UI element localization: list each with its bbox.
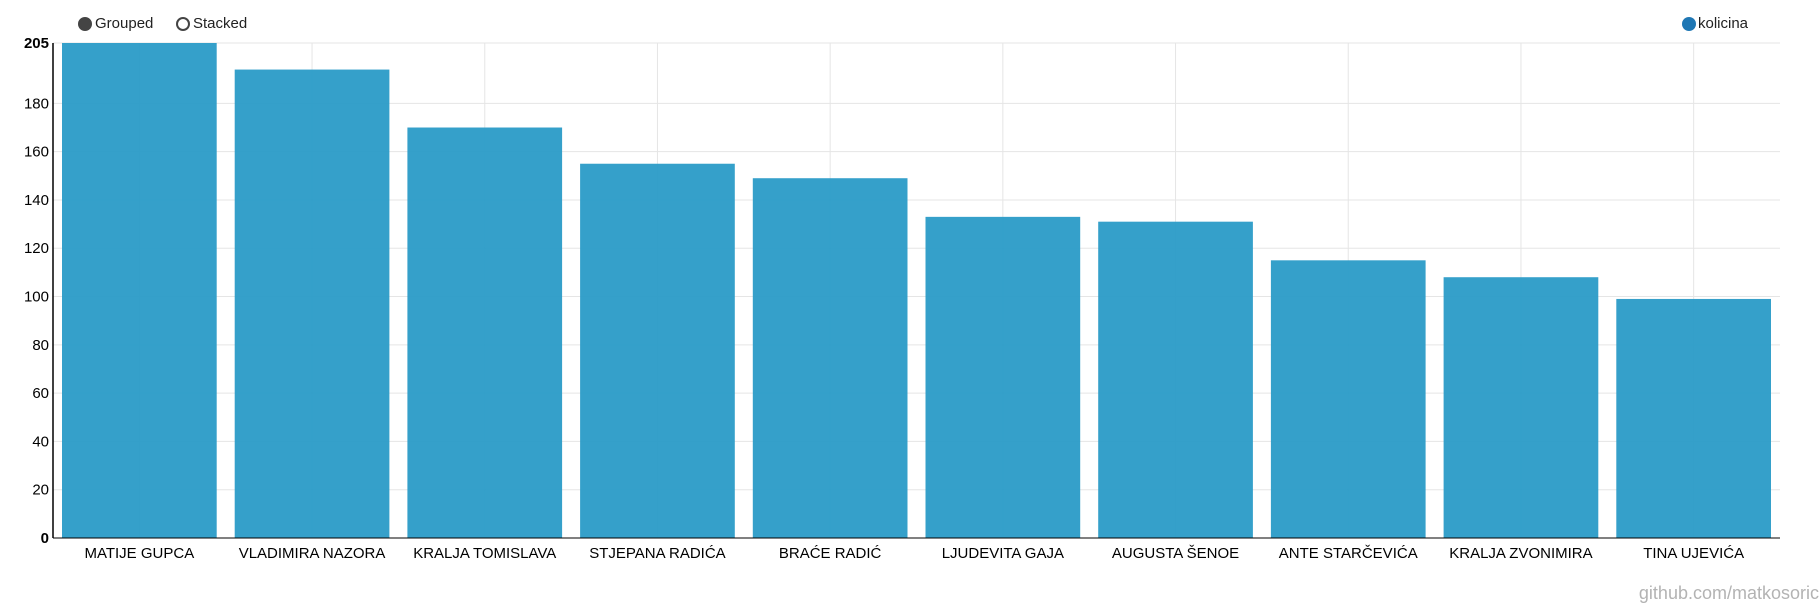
bar [1616, 298, 1771, 538]
x-tick-label: TINA UJEVIĆA [1643, 545, 1744, 562]
y-tick-label: 100 [24, 289, 49, 306]
x-tick-label: MATIJE GUPCA [84, 545, 194, 562]
x-tick-label: KRALJA TOMISLAVA [413, 545, 556, 562]
stacked-toggle[interactable]: Stacked [176, 15, 247, 32]
bar [1443, 277, 1599, 538]
x-tick-label: VLADIMIRA NAZORA [239, 545, 386, 562]
y-tick-label: 180 [24, 95, 49, 112]
legend-item-kolicina[interactable]: kolicina [1682, 15, 1748, 32]
bar [752, 178, 908, 538]
bar [1270, 260, 1426, 538]
y-tick-label: 80 [32, 337, 49, 354]
y-tick-label: 40 [32, 433, 49, 450]
y-tick-label: 60 [32, 385, 49, 402]
bar [925, 216, 1081, 539]
bar [580, 163, 735, 539]
radio-selected-icon [78, 16, 92, 31]
x-tick-label: BRAĆE RADIĆ [779, 545, 882, 562]
x-tick-label: KRALJA ZVONIMIRA [1449, 545, 1592, 562]
y-tick-label: 205 [24, 35, 49, 52]
bar [234, 69, 390, 538]
x-tick-label: LJUDEVITA GAJA [942, 545, 1064, 562]
grouped-label: Grouped [95, 15, 154, 32]
x-tick-label: ANTE STARČEVIĆA [1279, 545, 1418, 562]
y-tick-label: 20 [32, 482, 49, 499]
bar [62, 43, 217, 538]
y-tick-label: 140 [24, 192, 49, 209]
y-tick-label: 120 [24, 240, 49, 257]
bar [1098, 221, 1253, 538]
legend-label: kolicina [1698, 15, 1749, 32]
radio-unselected-icon [176, 16, 190, 31]
y-tick-label: 160 [24, 144, 49, 161]
x-tick-label: AUGUSTA ŠENOE [1112, 545, 1239, 562]
grouped-toggle[interactable]: Grouped [78, 15, 153, 32]
legend-dot-icon [1682, 16, 1696, 31]
watermark: github.com/matkosoric [1638, 583, 1819, 603]
stacked-label: Stacked [193, 15, 248, 32]
x-tick-label: STJEPANA RADIĆA [589, 545, 725, 562]
bar [407, 127, 563, 538]
y-tick-label: 0 [41, 530, 49, 547]
